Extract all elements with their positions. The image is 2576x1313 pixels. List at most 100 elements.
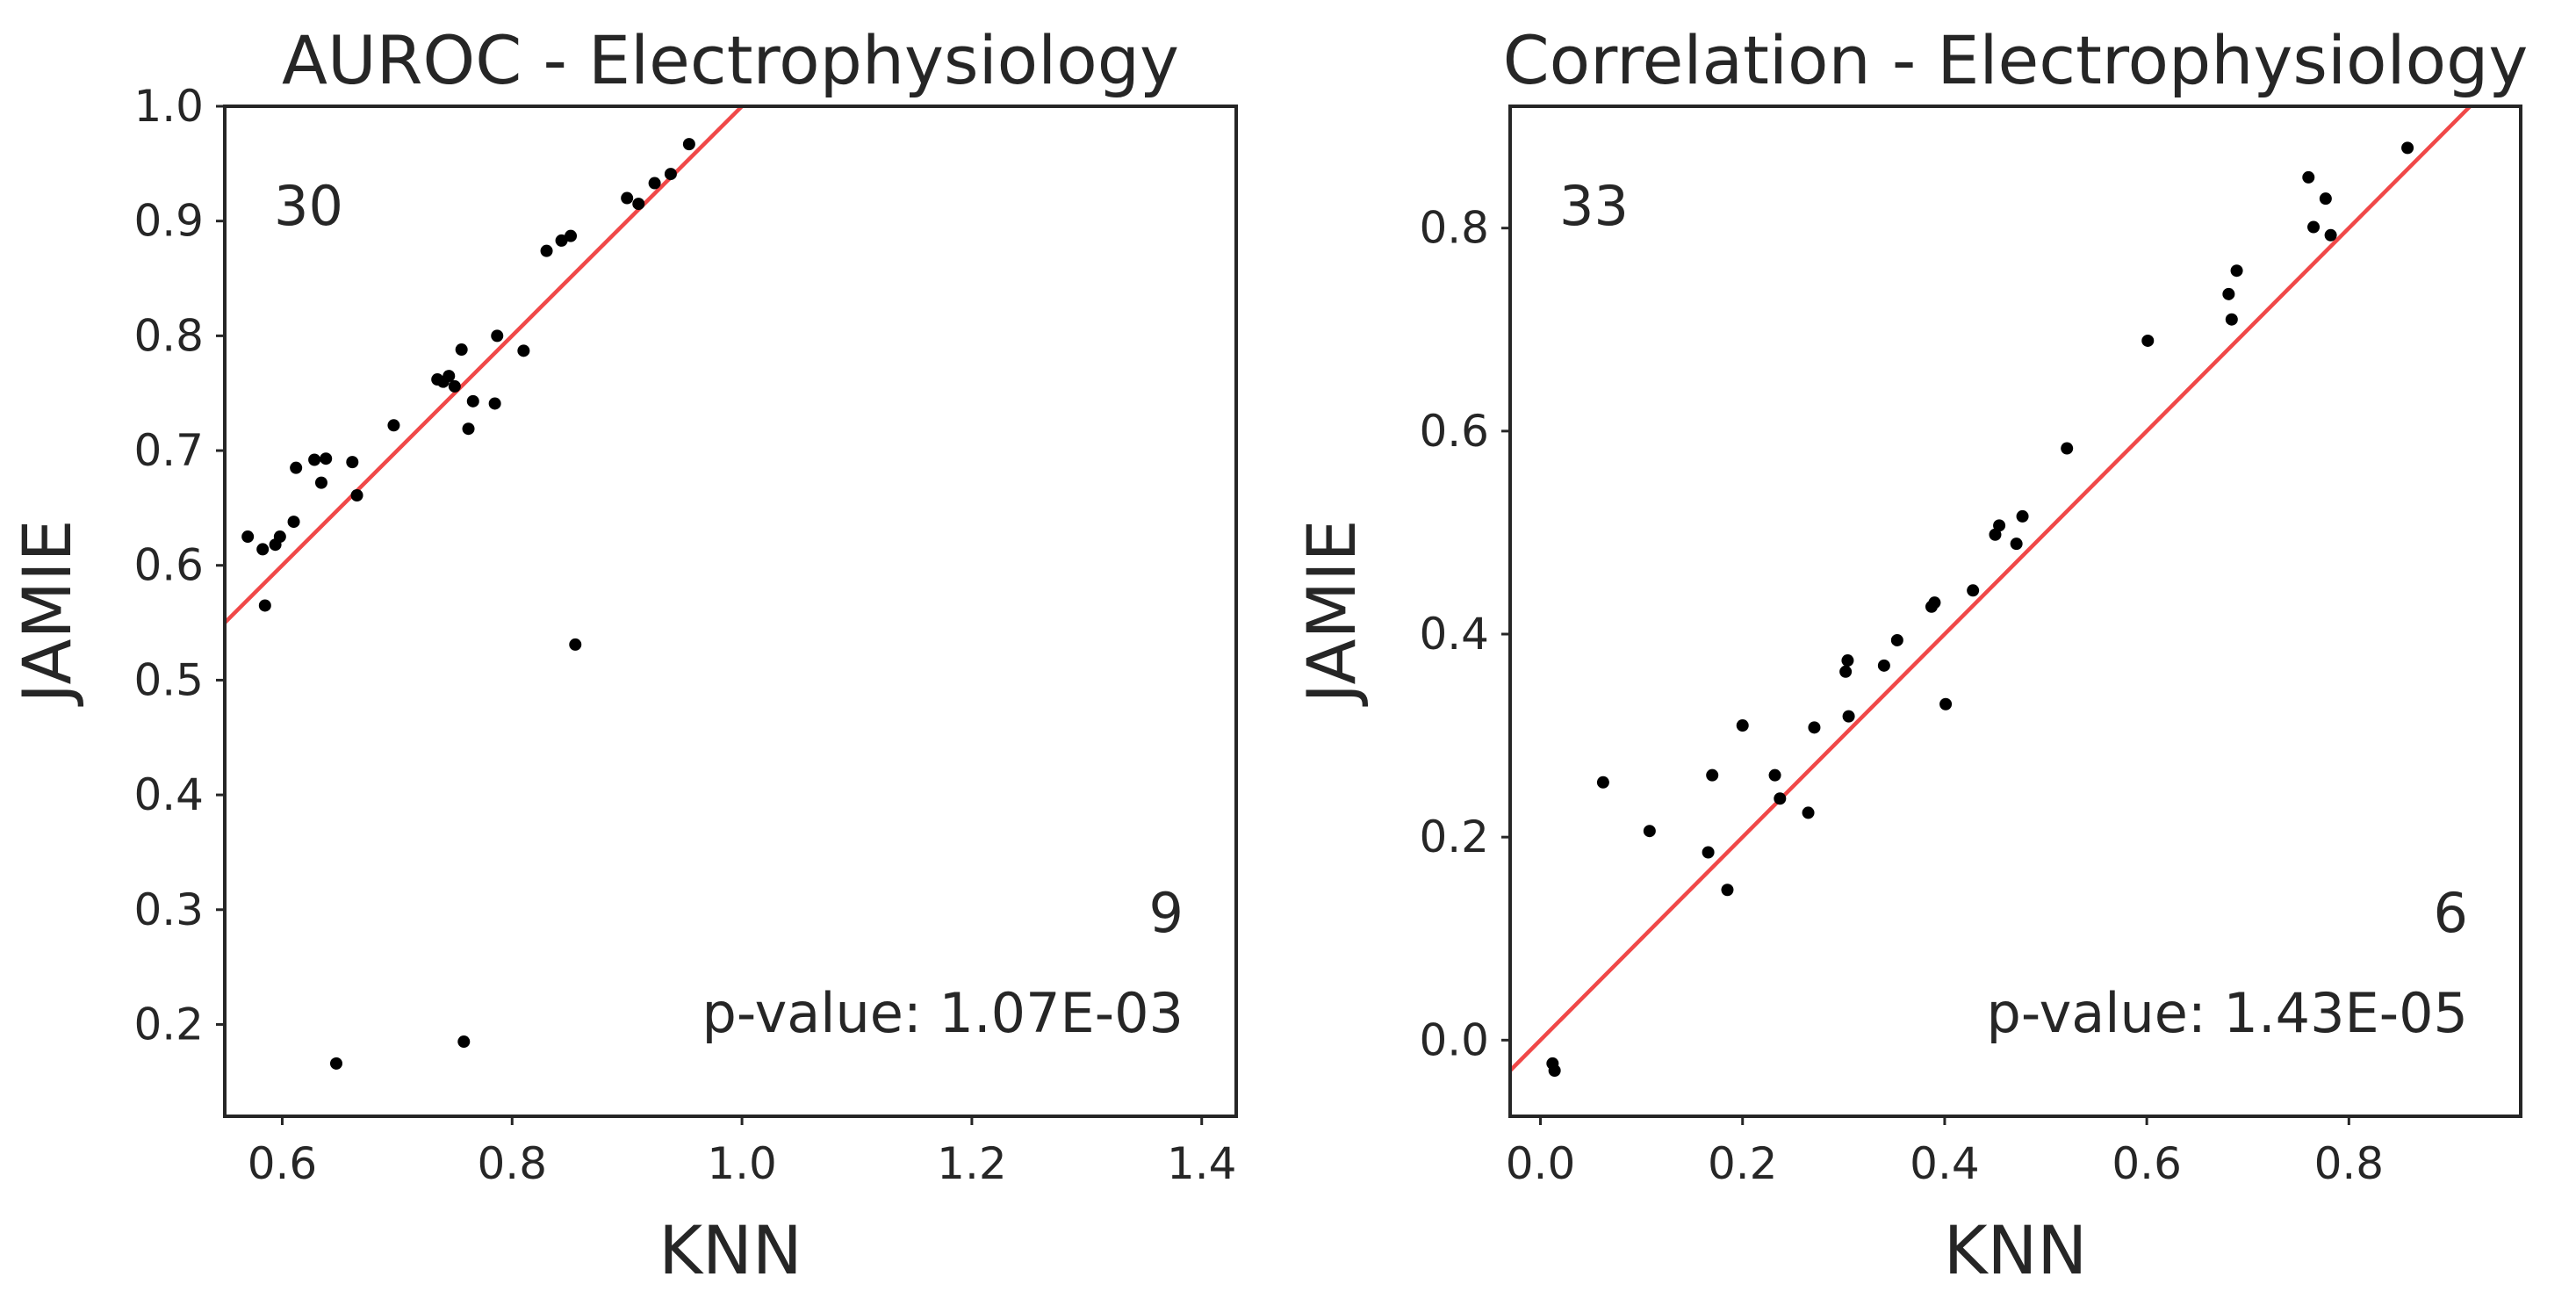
data-point — [241, 530, 255, 544]
data-point — [462, 422, 475, 436]
data-point — [2225, 313, 2238, 326]
y-tick-label: 0.6 — [133, 540, 204, 591]
data-point — [2016, 509, 2029, 523]
data-point — [1877, 659, 1890, 672]
data-point — [1890, 633, 1903, 646]
data-point — [1643, 825, 1656, 838]
x-tick-label: 0.2 — [1708, 1138, 1778, 1189]
data-point — [258, 599, 271, 612]
data-point — [448, 379, 461, 393]
data-point — [1967, 584, 1980, 597]
data-point — [287, 516, 300, 529]
x-tick-label: 0.6 — [248, 1138, 318, 1189]
data-point — [2324, 228, 2337, 242]
y-tick-label: 0.8 — [133, 310, 204, 361]
data-point — [1736, 719, 1749, 732]
data-point — [1802, 806, 1815, 819]
data-point — [1993, 519, 2006, 532]
data-point — [314, 476, 327, 489]
data-point — [2222, 287, 2235, 300]
p-value-annotation: p-value: 1.07E-03 — [702, 981, 1184, 1045]
data-point — [565, 229, 578, 242]
data-point — [2230, 264, 2243, 278]
x-axis-label: KNN — [1944, 1211, 2088, 1289]
y-tick-label: 1.0 — [133, 81, 204, 132]
data-point — [1939, 697, 1953, 711]
chart-title: AUROC - Electrophysiology — [282, 21, 1179, 99]
data-point — [1928, 596, 1941, 610]
data-point — [555, 234, 568, 247]
data-point — [682, 138, 695, 151]
data-point — [346, 456, 359, 469]
data-point — [1841, 654, 1854, 667]
data-point — [329, 1057, 342, 1070]
data-point — [320, 452, 333, 465]
x-axis-label: KNN — [658, 1211, 802, 1289]
x-tick-label: 1.0 — [707, 1138, 777, 1189]
data-point — [1842, 710, 1855, 723]
data-point — [632, 198, 645, 211]
data-point — [648, 177, 661, 190]
y-tick-label: 0.7 — [133, 425, 204, 476]
plot-frame — [223, 105, 1238, 1118]
y-tick-label: 0.0 — [1419, 1014, 1489, 1065]
data-point — [308, 453, 321, 466]
data-point — [540, 244, 553, 257]
x-tick-label: 0.8 — [2314, 1138, 2385, 1189]
data-point — [2307, 220, 2321, 234]
y-axis-label: JAMIE — [8, 519, 86, 706]
data-point — [2401, 141, 2414, 155]
data-point — [443, 370, 456, 383]
y-axis-label: JAMIE — [1292, 519, 1371, 706]
x-tick-label: 0.0 — [1506, 1138, 1576, 1189]
data-point — [1768, 768, 1781, 782]
x-tick-label: 0.6 — [2112, 1138, 2182, 1189]
y-tick-label: 0.3 — [133, 884, 204, 935]
chart-title: Correlation - Electrophysiology — [1503, 21, 2529, 99]
data-point — [273, 530, 286, 544]
data-point — [1808, 721, 1821, 734]
p-value-annotation: p-value: 1.43E-05 — [1987, 981, 2469, 1045]
data-point — [2302, 170, 2315, 184]
y-tick-label: 0.2 — [1419, 812, 1489, 862]
y-tick-label: 0.6 — [1419, 406, 1489, 457]
data-point — [1721, 884, 1734, 897]
count-above-annotation: 33 — [1559, 174, 1629, 238]
y-tick-label: 0.8 — [1419, 203, 1489, 254]
data-point — [2319, 192, 2332, 206]
data-point — [569, 638, 582, 651]
data-point — [2061, 442, 2074, 455]
count-below-annotation: 6 — [2434, 881, 2468, 945]
y-tick-label: 0.4 — [1419, 609, 1489, 660]
data-point — [387, 419, 400, 432]
x-tick-label: 0.4 — [1910, 1138, 1980, 1189]
data-point — [350, 489, 363, 502]
data-point — [1548, 1064, 1561, 1077]
chart-panel-1: AUROC - Electrophysiology 0.6 0.8 1.0 1.2 1.4… — [8, 21, 1238, 1289]
plot-frame — [1508, 105, 2522, 1118]
data-point — [517, 344, 530, 357]
fit-line — [1510, 106, 2473, 1072]
data-point — [1596, 776, 1609, 789]
data-point — [1702, 846, 1715, 859]
y-tick-label: 0.4 — [133, 769, 204, 820]
x-tick-label: 1.4 — [1167, 1138, 1237, 1189]
data-point — [1774, 792, 1787, 805]
data-point — [466, 394, 479, 408]
y-tick-label: 0.5 — [133, 654, 204, 705]
data-point — [491, 329, 504, 343]
data-point — [621, 191, 634, 205]
chart-panel-2: Correlation - Electrophysiology 0.0 0.2 0.4… — [1292, 21, 2528, 1289]
count-below-annotation: 9 — [1149, 881, 1184, 945]
data-point — [290, 461, 303, 474]
x-tick-label: 0.8 — [478, 1138, 548, 1189]
x-tick-label: 1.2 — [937, 1138, 1007, 1189]
y-tick-label: 0.9 — [133, 196, 204, 247]
y-tick-label: 0.2 — [133, 999, 204, 1050]
data-point — [455, 343, 468, 357]
data-point — [2010, 537, 2023, 551]
data-point — [256, 543, 270, 556]
data-point — [1706, 768, 1719, 782]
data-point — [457, 1035, 471, 1049]
